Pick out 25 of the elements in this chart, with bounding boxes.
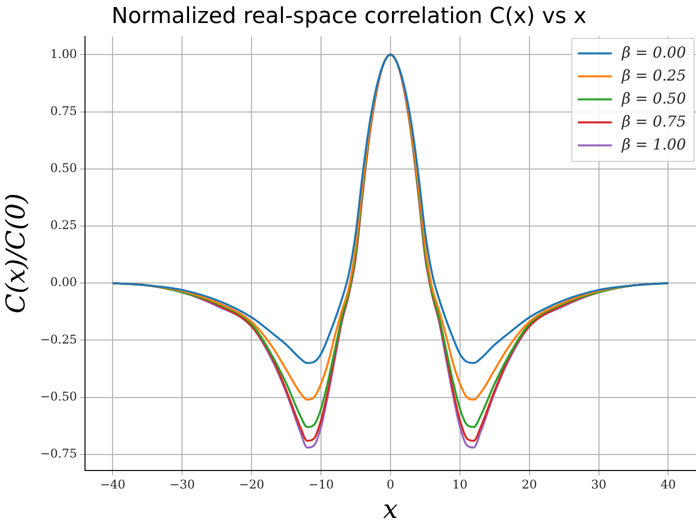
x-tick-label: −30 [170,478,195,492]
x-tick-label: 30 [591,478,606,492]
y-tick-label: −0.25 [40,332,77,346]
legend-label: β = 1.00 [620,135,686,154]
y-tick-label: 0.25 [50,218,77,232]
x-tick-label: 0 [386,478,394,492]
x-tick-label: 20 [522,478,537,492]
legend-label: β = 0.25 [620,66,686,84]
y-tick-label: −0.50 [40,389,77,404]
chart-title: Normalized real-space correlation C(x) vs x [112,4,586,29]
y-tick-label: 1.00 [50,46,77,61]
x-tick-label: 40 [660,478,676,492]
y-axis-title: C(x)/C(0) [1,193,32,314]
legend-label: β = 0.75 [620,112,686,130]
y-tick-label: 0.50 [50,161,77,176]
x-axis-title: x [383,495,398,526]
legend-label: β = 0.00 [620,43,686,62]
y-tick-label: 0.75 [50,104,77,118]
y-tick-label: 0.00 [50,275,77,290]
y-tick-label: −0.75 [40,446,77,461]
legend-label: β = 0.50 [620,89,686,108]
x-tick-label: 10 [452,478,468,492]
x-tick-label: −10 [308,478,334,492]
x-tick-label: −20 [238,478,264,492]
x-tick-label: −40 [100,478,126,492]
